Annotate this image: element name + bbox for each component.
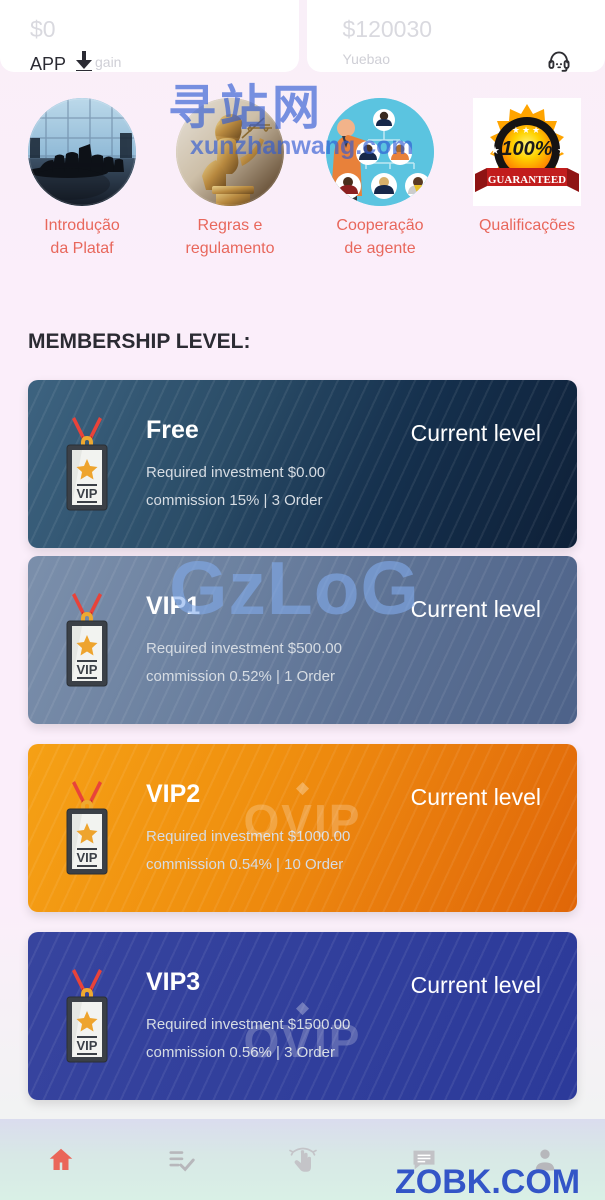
svg-text:VIP: VIP [77,486,98,501]
svg-text:VIP: VIP [77,850,98,865]
svg-text:VIP: VIP [77,1038,98,1053]
svg-text:VIP: VIP [77,662,98,677]
svg-text:SATISFACTION: SATISFACTION [485,98,530,137]
